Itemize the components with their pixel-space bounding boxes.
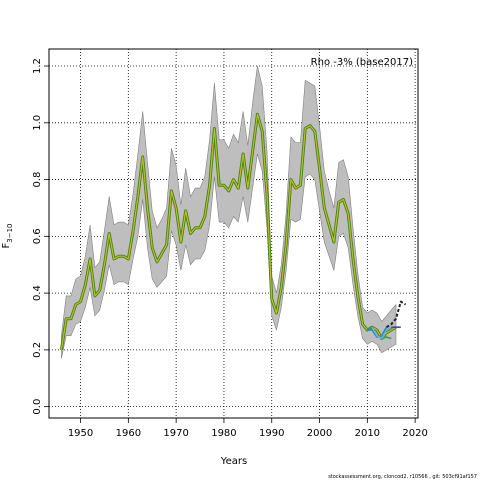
y-tick-label: 0.0 <box>32 399 43 415</box>
x-tick-label: 2010 <box>355 428 380 439</box>
annotation-label: Rho -3% (base2017) <box>311 57 413 68</box>
estimate-line <box>60 113 397 350</box>
y-tick-label: 1.0 <box>32 115 43 131</box>
x-tick-label: 2020 <box>402 428 427 439</box>
x-tick-label: 1950 <box>68 428 93 439</box>
series-layer <box>59 112 407 351</box>
x-tick-label: 1960 <box>116 428 141 439</box>
retro-peel-line <box>385 300 407 329</box>
y-tick-label: 1.2 <box>32 58 43 74</box>
x-tick-label: 1970 <box>163 428 188 439</box>
x-tick-label: 1990 <box>259 428 284 439</box>
confidence-band <box>61 65 397 359</box>
y-tick-label: 0.6 <box>32 228 43 244</box>
y-axis-title-main: F <box>1 243 12 249</box>
y-axis-title-subscript: 3−10 <box>6 224 14 243</box>
plot-frame <box>48 48 419 419</box>
x-tick-label: 2000 <box>307 428 332 439</box>
y-axis-title: F3−10 <box>1 224 14 249</box>
retro-peel-line <box>367 326 388 338</box>
retro-peel-line <box>371 326 392 340</box>
y-tick-label: 0.2 <box>32 342 43 358</box>
y-tick-label: 0.4 <box>32 285 43 301</box>
x-tick-label: 1980 <box>211 428 236 439</box>
y-tick-label: 0.8 <box>32 172 43 188</box>
x-axis-title: Years <box>220 456 247 467</box>
x-axis: 1950 1960 1970 1980 1990 2000 2010 2020 <box>68 418 428 439</box>
y-axis: 0.0 0.2 0.4 0.6 0.8 1.0 1.2 <box>32 58 49 415</box>
footer-credit: stockassessment.org, cloncod2, r10566 , … <box>328 474 477 480</box>
confidence-band-layer <box>61 65 397 359</box>
